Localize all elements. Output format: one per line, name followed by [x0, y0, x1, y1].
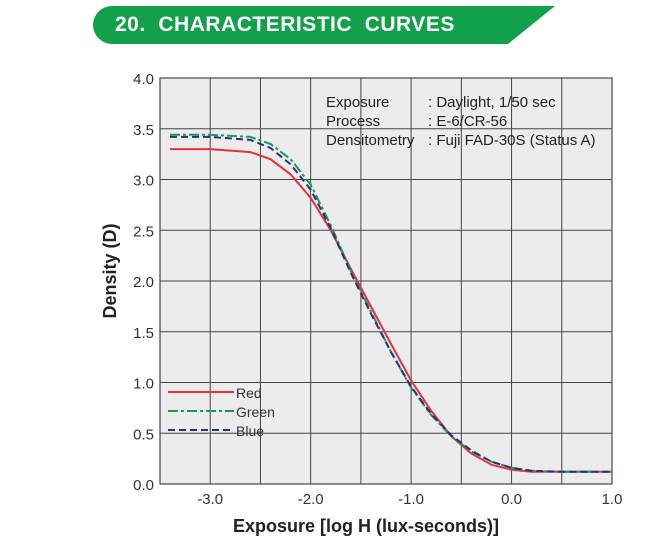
- section-title: 20. CHARACTERISTIC CURVES: [115, 13, 455, 36]
- x-tick-label: -1.0: [398, 491, 424, 508]
- legend-label: Green: [236, 404, 275, 420]
- curve-red: [170, 148, 612, 473]
- y-tick-label: 0.5: [133, 426, 154, 443]
- y-tick-label: 3.5: [133, 122, 154, 139]
- y-tick-label: 3.0: [133, 173, 154, 190]
- x-tick-label: -2.0: [298, 491, 324, 508]
- y-tick-label: 2.5: [133, 223, 154, 240]
- x-tick-label: 1.0: [602, 491, 623, 508]
- section-banner: 20. CHARACTERISTIC CURVES: [93, 6, 555, 44]
- legend-label: Blue: [236, 423, 264, 439]
- annotation-label: Process: [326, 113, 380, 130]
- x-tick-label: 0.0: [501, 491, 522, 508]
- banner-shape: [93, 6, 555, 44]
- x-axis-label: Exposure [log H (lux-seconds)]: [233, 516, 499, 536]
- annotation-label: Densitometry: [326, 132, 415, 149]
- curve-blue: [170, 135, 612, 473]
- y-tick-label: 4.0: [133, 71, 154, 88]
- y-tick-label: 2.0: [133, 274, 154, 291]
- annotation-value: : E-6/CR-56: [428, 113, 507, 130]
- annotation-value: : Daylight, 1/50 sec: [428, 94, 556, 111]
- y-tick-label: 1.0: [133, 376, 154, 393]
- annotation-value: : Fuji FAD-30S (Status A): [428, 132, 596, 149]
- y-axis-label: Density (D): [100, 223, 120, 318]
- legend-label: Red: [236, 385, 262, 401]
- x-tick-label: -3.0: [197, 491, 223, 508]
- annotation-label: Exposure: [326, 94, 389, 111]
- y-tick-label: 0.0: [133, 477, 154, 494]
- y-tick-label: 1.5: [133, 325, 154, 342]
